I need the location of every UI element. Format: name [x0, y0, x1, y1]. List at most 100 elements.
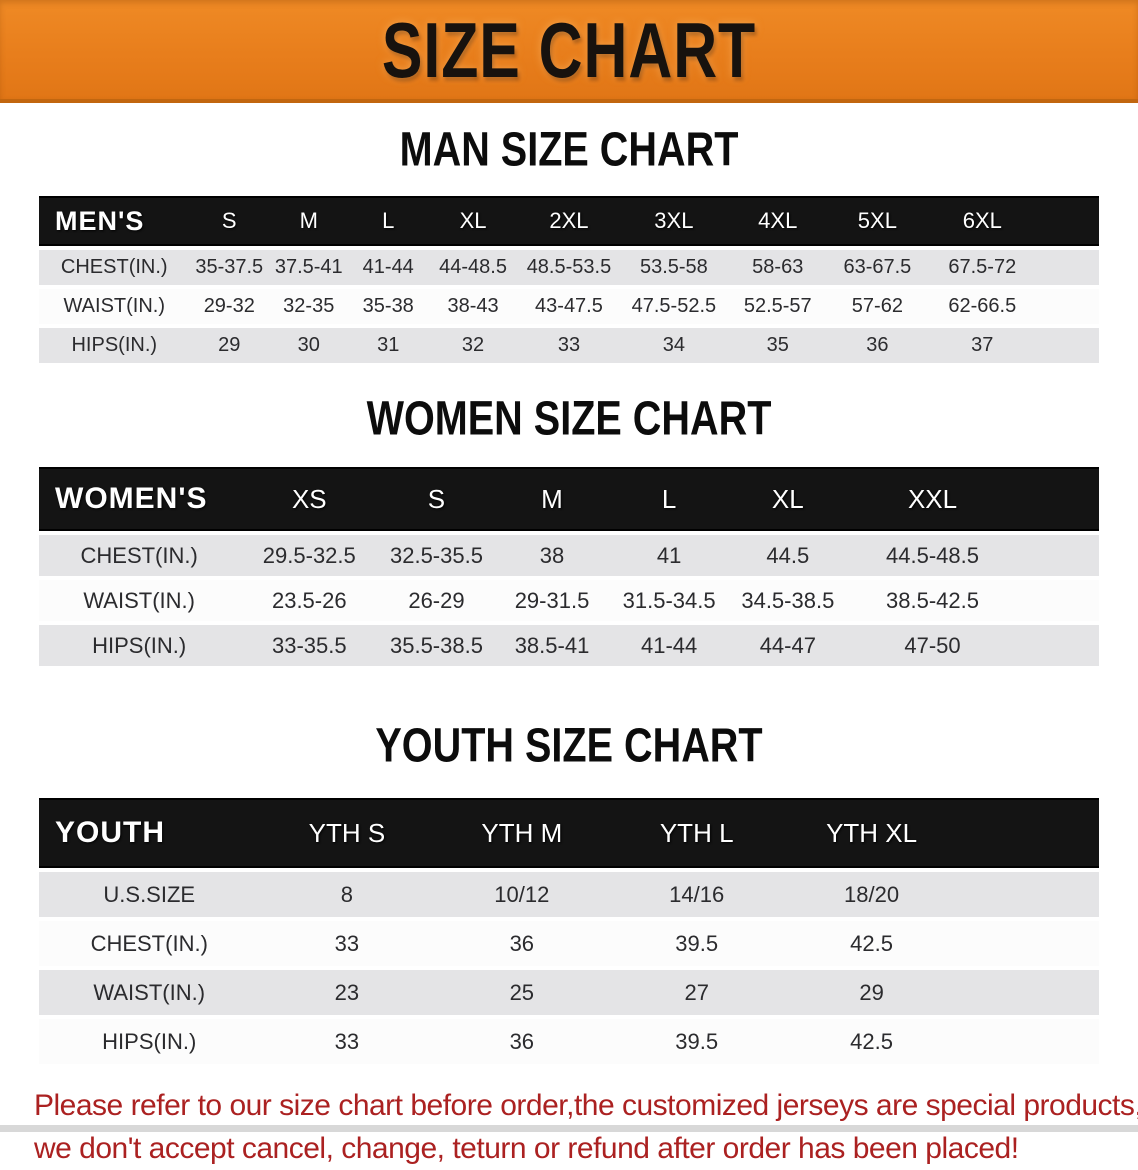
size-column-header: XL [427, 196, 519, 246]
man-size-chart-section: MAN SIZE CHART MEN'S S M L XL 2XL 3XL 4XL 5XL 6XL… [0, 122, 1138, 367]
spacer-cell [1017, 535, 1099, 576]
spacer-cell [959, 872, 1099, 917]
size-value-cell: 39.5 [675, 930, 719, 956]
size-value-cell: 44-48.5 [439, 256, 507, 278]
size-value-cell: 35-37.5 [195, 256, 264, 278]
spacer-column [1017, 467, 1099, 531]
size-value-cell: 31 [377, 334, 400, 356]
table-header-row: MEN'S S M L XL 2XL 3XL 4XL 5XL 6XL [39, 196, 1099, 246]
size-value-cell: 63-67.5 [843, 256, 912, 278]
size-value-cell: 41 [656, 542, 682, 568]
size-value-cell: 67.5-72 [948, 256, 1017, 278]
spacer-cell [959, 1019, 1099, 1064]
spacer-cell [959, 970, 1099, 1015]
size-column-header: XXL [847, 467, 1018, 531]
size-column-header: L [610, 467, 728, 531]
size-value-cell: 36 [866, 334, 889, 356]
size-value-cell: 53.5-58 [639, 256, 708, 278]
size-value-cell: 42.5 [850, 1028, 893, 1054]
bottom-edge-strip [0, 1125, 1138, 1132]
size-column-header: 5XL [827, 196, 928, 246]
size-value-cell: 48.5-53.5 [526, 256, 612, 278]
size-value-cell: 34.5-38.5 [741, 587, 835, 613]
banner: SIZE CHART [0, 0, 1138, 103]
size-value-cell: 52.5-57 [743, 295, 812, 317]
size-value-cell: 8 [340, 881, 354, 907]
size-value-cell: 34 [662, 334, 685, 356]
men-size-table: MEN'S S M L XL 2XL 3XL 4XL 5XL 6XL CHEST(IN.) 35-37… [39, 192, 1099, 367]
size-value-cell: 23 [334, 979, 360, 1005]
size-value-cell: 29-32 [203, 295, 255, 317]
row-label: U.S.SIZE [103, 881, 196, 907]
size-value-cell: 27 [684, 979, 709, 1005]
size-value-cell: 23.5-26 [271, 587, 347, 613]
size-value-cell: 41-44 [640, 632, 698, 658]
table-row: WAIST(IN.) 29-32 32-35 35-38 38-43 43-47.5 47.… [39, 289, 1099, 324]
size-value-cell: 44.5 [766, 542, 810, 568]
women-section-title: WOMEN SIZE CHART [366, 391, 772, 446]
table-corner-label: WOMEN'S [39, 467, 240, 531]
warning-line-1: Please refer to our size chart before or… [34, 1089, 1138, 1122]
spacer-cell [1017, 625, 1099, 666]
size-value-cell: 38 [539, 542, 565, 568]
size-value-cell: 29 [859, 979, 884, 1005]
size-value-cell: 29 [218, 334, 241, 356]
size-value-cell: 38.5-41 [514, 632, 590, 658]
size-column-header: S [189, 196, 270, 246]
row-label: WAIST(IN.) [83, 587, 195, 613]
spacer-cell [1017, 580, 1099, 621]
size-value-cell: 47-50 [904, 632, 961, 658]
size-value-cell: 33 [334, 930, 360, 956]
size-value-cell: 31.5-34.5 [622, 587, 716, 613]
row-label: WAIST(IN.) [93, 979, 206, 1005]
size-value-cell: 33-35.5 [271, 632, 347, 658]
size-column-header: 4XL [727, 196, 828, 246]
youth-size-chart-section: YOUTH SIZE CHART YOUTH YTH S YTH M YTH L YTH… [0, 718, 1138, 1068]
spacer-column [1037, 196, 1099, 246]
size-value-cell: 47.5-52.5 [631, 295, 717, 317]
size-column-header: M [269, 196, 349, 246]
size-value-cell: 35-38 [362, 295, 414, 317]
size-value-cell: 62-66.5 [948, 295, 1017, 317]
size-value-cell: 32.5-35.5 [389, 542, 483, 568]
size-value-cell: 33 [334, 1028, 360, 1054]
size-column-header: YTH M [434, 798, 610, 868]
row-label: CHEST(IN.) [90, 930, 208, 956]
row-label: CHEST(IN.) [80, 542, 198, 568]
spacer-cell [1037, 250, 1099, 285]
size-value-cell: 33 [557, 334, 581, 356]
size-column-header: 6XL [927, 196, 1038, 246]
row-label: WAIST(IN.) [63, 295, 165, 317]
size-column-header: YTH L [609, 798, 785, 868]
size-value-cell: 39.5 [675, 1028, 719, 1054]
size-value-cell: 26-29 [408, 587, 465, 613]
spacer-column [959, 798, 1099, 868]
page-title: SIZE CHART [381, 5, 757, 94]
youth-section-title: YOUTH SIZE CHART [375, 718, 763, 773]
size-column-header: XL [727, 467, 848, 531]
table-row: HIPS(IN.) 29 30 31 32 33 34 35 36 37 [39, 328, 1099, 363]
size-value-cell: 29.5-32.5 [262, 542, 356, 568]
size-value-cell: 18/20 [844, 881, 900, 907]
table-row: WAIST(IN.) 23 25 27 29 [39, 970, 1099, 1015]
size-column-header: YTH S [259, 798, 435, 868]
table-row: CHEST(IN.) 29.5-32.5 32.5-35.5 38 41 44.5 44.5… [39, 535, 1099, 576]
man-section-title: MAN SIZE CHART [399, 122, 739, 177]
size-column-header: S [379, 467, 494, 531]
size-value-cell: 38-43 [447, 295, 499, 317]
size-value-cell: 35.5-38.5 [389, 632, 483, 658]
women-size-table: WOMEN'S XS S M L XL XXL CHEST(IN.) 29.5-32.5 32.5… [39, 463, 1099, 670]
table-row: CHEST(IN.) 35-37.5 37.5-41 41-44 44-48.5 48.5… [39, 250, 1099, 285]
spacer-cell [1037, 328, 1099, 363]
size-column-header: L [348, 196, 428, 246]
row-label: HIPS(IN.) [71, 334, 158, 356]
size-value-cell: 58-63 [752, 256, 804, 278]
size-value-cell: 43-47.5 [535, 295, 603, 317]
size-value-cell: 42.5 [850, 930, 893, 956]
size-column-header: 3XL [619, 196, 728, 246]
size-value-cell: 44-47 [759, 632, 816, 658]
women-size-chart-section: WOMEN SIZE CHART WOMEN'S XS S M L XL XXL CHEST(… [0, 391, 1138, 670]
youth-size-table: YOUTH YTH S YTH M YTH L YTH XL U.S.SIZE 8 10/12… [39, 794, 1099, 1068]
table-header-row: YOUTH YTH S YTH M YTH L YTH XL [39, 798, 1099, 868]
